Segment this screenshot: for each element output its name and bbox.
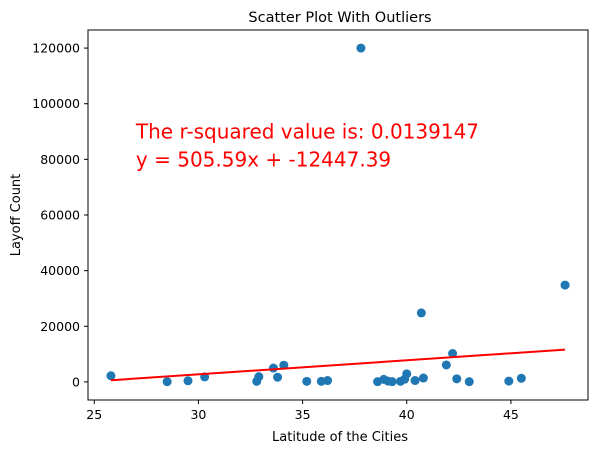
scatter-point-9: [302, 376, 312, 386]
y-tick-label-100000: 100000: [32, 96, 80, 111]
x-tick-label-40: 40: [399, 407, 415, 422]
scatter-point-6: [268, 363, 278, 373]
y-axis-label: Layoff Count: [9, 174, 24, 257]
x-tick-label-25: 25: [86, 407, 102, 422]
plot-marks: [106, 43, 570, 387]
plot-frame: [87, 29, 589, 401]
x-tick-label-35: 35: [295, 407, 311, 422]
scatter-point-2: [183, 376, 193, 386]
scatter-point-12: [356, 43, 366, 53]
y-tick-label-60000: 60000: [40, 208, 80, 223]
annotation-r-squared: The r-squared value is: 0.0139147: [135, 120, 479, 144]
scatter-point-5: [254, 372, 264, 382]
x-axis-ticks: 25 30 35 40 45: [86, 400, 519, 422]
scatter-point-19: [402, 369, 412, 379]
x-tick-label-45: 45: [503, 407, 519, 422]
y-tick-label-0: 0: [72, 374, 80, 389]
annotation-equation: y = 505.59x + -12447.39: [136, 147, 391, 171]
scatter-point-11: [323, 376, 333, 386]
scatter-point-27: [504, 376, 514, 386]
scatter-point-22: [418, 373, 428, 383]
scatter-point-25: [452, 374, 462, 384]
scatter-point-29: [560, 280, 570, 290]
scatter-point-24: [448, 349, 458, 359]
scatter-point-26: [464, 377, 474, 387]
regression-line: [110, 348, 566, 382]
y-tick-label-120000: 120000: [32, 41, 80, 56]
y-tick-label-80000: 80000: [40, 152, 80, 167]
scatter-point-1: [162, 377, 172, 387]
chart-title: Scatter Plot With Outliers: [248, 10, 431, 26]
y-tick-label-20000: 20000: [40, 319, 80, 334]
x-tick-label-30: 30: [190, 407, 206, 422]
scatter-point-21: [416, 308, 426, 318]
scatter-point-20: [410, 376, 420, 386]
scatter-point-23: [441, 360, 451, 370]
x-axis-label: Latitude of the Cities: [272, 430, 408, 445]
scatter-point-16: [387, 377, 397, 387]
y-tick-label-40000: 40000: [40, 263, 80, 278]
scatter-point-7: [273, 372, 283, 382]
y-axis-ticks: 0 20000 40000 60000 80000 100000 120000: [32, 41, 88, 389]
scatter-point-28: [516, 373, 526, 383]
scatter-point-0: [106, 371, 116, 381]
